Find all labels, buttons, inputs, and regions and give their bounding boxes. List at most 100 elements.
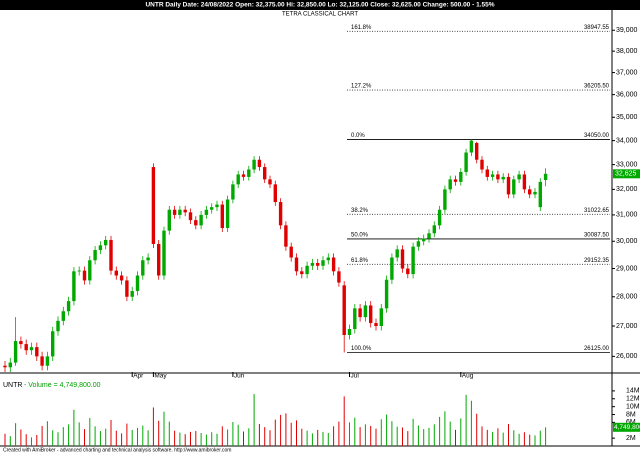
- last-price-box: [613, 169, 640, 179]
- header-bar: [0, 0, 640, 10]
- candle-body: [379, 308, 383, 327]
- y-tick-label: 35,000: [616, 114, 638, 121]
- y-tick-label: 34,000: [616, 137, 638, 144]
- candle-body: [496, 174, 500, 180]
- candle-body: [337, 271, 341, 283]
- y-tick-label: 30,000: [616, 238, 638, 245]
- y-tick-label: 39,000: [616, 27, 638, 34]
- candle-body: [35, 347, 39, 357]
- candle-body: [241, 174, 246, 177]
- candle-body: [204, 209, 209, 215]
- y-tick-label: 33,000: [616, 161, 638, 168]
- candle-body: [268, 179, 272, 185]
- candle-body: [135, 275, 140, 292]
- volume-ticker: UNTR: [3, 382, 22, 389]
- candle-body: [501, 176, 505, 180]
- candle-body: [533, 191, 537, 195]
- candle-body: [443, 189, 447, 210]
- volume-tick-label: 14M: [626, 388, 640, 395]
- candle-body: [215, 204, 219, 208]
- candle-body: [475, 142, 479, 160]
- candle-body: [130, 291, 134, 297]
- candle-body: [459, 171, 463, 182]
- candle-body: [178, 209, 182, 215]
- candle-body: [400, 249, 405, 269]
- candle-body: [437, 209, 442, 226]
- candle-body: [353, 308, 357, 330]
- candle-body: [305, 265, 309, 275]
- y-tick-label: 27,000: [616, 323, 638, 330]
- candle-body: [485, 169, 489, 177]
- candle-body: [51, 331, 55, 357]
- candle-body: [125, 280, 129, 297]
- candle-body: [93, 250, 97, 261]
- candle-body: [29, 347, 34, 351]
- y-tick-label: 38,000: [616, 48, 638, 55]
- chart-subtitle: TETRA CLASSICAL CHART: [282, 12, 358, 18]
- candle-body: [236, 174, 240, 185]
- candle-body: [61, 311, 65, 321]
- y-tick-label: 36,000: [616, 91, 638, 98]
- candle-body: [300, 271, 304, 275]
- volume-tick-label: 6M: [626, 419, 636, 426]
- candle-body: [538, 181, 542, 208]
- candle-body: [257, 159, 262, 168]
- candle-body: [374, 323, 378, 327]
- last-volume-label: 4,749,800: [614, 424, 640, 431]
- candle-body: [167, 209, 171, 231]
- candle-body: [411, 246, 415, 275]
- candle-body: [247, 169, 251, 177]
- candle-body: [517, 174, 521, 180]
- candle-body: [347, 329, 352, 336]
- candle-body: [490, 174, 495, 177]
- fib-value-label: 29152.35: [584, 258, 610, 264]
- candle-body: [141, 260, 145, 276]
- fib-value-label: 38947.55: [584, 25, 610, 31]
- fib-label: 61.8%: [351, 258, 369, 264]
- candle-body: [406, 268, 410, 275]
- candle-body: [342, 285, 346, 336]
- candle-body: [427, 233, 431, 239]
- chart-title: UNTR Daily Date: 24/08/2022 Open: 32,375…: [145, 2, 494, 9]
- candle-body: [369, 305, 373, 324]
- x-tick-label: Jul: [351, 373, 360, 380]
- candle-body: [395, 249, 399, 258]
- fib-label: 0.0%: [351, 133, 365, 139]
- volume-tick-label: 8M: [626, 411, 636, 418]
- candle-body: [82, 270, 87, 281]
- candle-body: [183, 209, 187, 213]
- candle-body: [3, 365, 7, 368]
- candle-body: [464, 152, 468, 172]
- candle-body: [480, 159, 484, 170]
- candle-body: [56, 320, 60, 332]
- candle-body: [316, 263, 320, 266]
- candle-body: [45, 356, 50, 366]
- candle-body: [220, 204, 224, 228]
- candle-body: [512, 179, 516, 195]
- candle-body: [278, 202, 283, 226]
- candle-body: [98, 245, 103, 251]
- candle-body: [19, 341, 23, 345]
- candle-body: [109, 239, 113, 271]
- candle-body: [390, 257, 394, 280]
- candle-body: [172, 209, 177, 215]
- x-tick-label: Jun: [234, 373, 245, 380]
- candle-body: [66, 301, 71, 312]
- candle-body: [522, 174, 527, 190]
- candle-body: [210, 207, 214, 210]
- x-tick-label: Aug: [462, 373, 474, 380]
- last-volume-box: [613, 422, 640, 432]
- fib-label: 127.2%: [351, 84, 372, 90]
- candle-body: [114, 270, 118, 276]
- footer: Created with AmiBroker - advanced charti…: [3, 447, 231, 453]
- volume-tick-label: 2M: [626, 435, 636, 442]
- candle-body: [469, 140, 474, 153]
- fib-label: 100.0%: [351, 346, 372, 352]
- candle-body: [416, 241, 421, 247]
- candle-body: [294, 257, 299, 272]
- y-tick-label: 28,000: [616, 294, 638, 301]
- y-tick-label: 26,000: [616, 353, 638, 360]
- fib-label: 38.2%: [351, 208, 369, 214]
- candle-body: [225, 199, 230, 228]
